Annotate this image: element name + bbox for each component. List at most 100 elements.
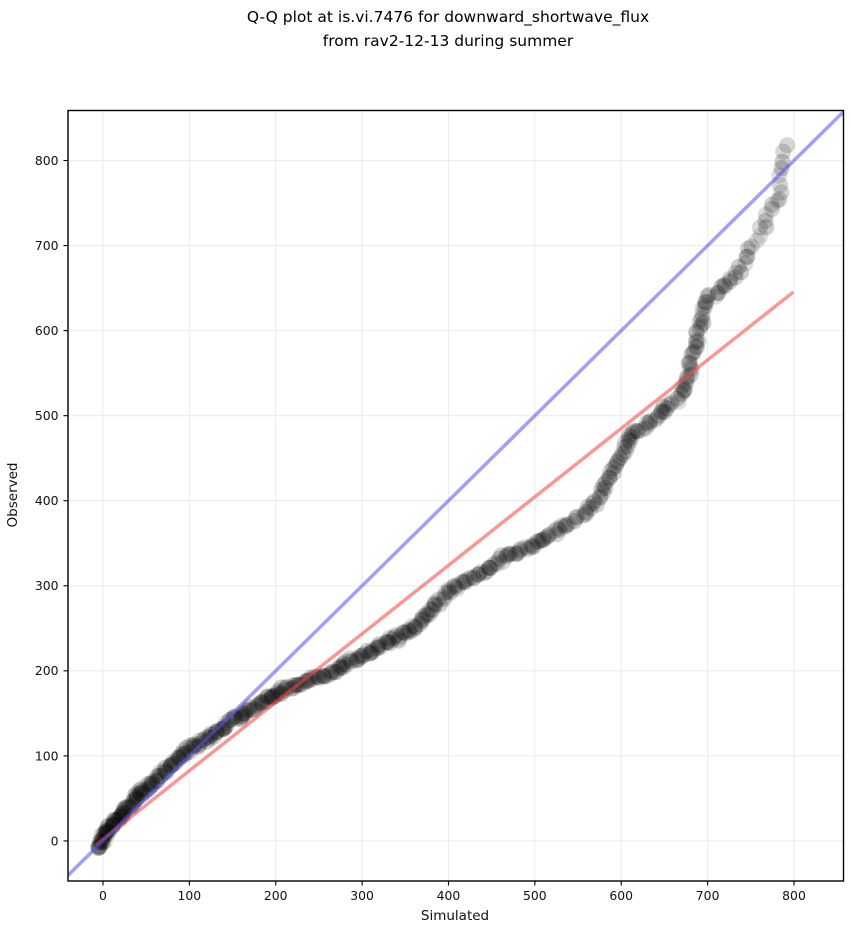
qq-point [208, 723, 225, 741]
qq-point [470, 566, 487, 583]
qq-point [698, 294, 715, 311]
qq-point [338, 656, 355, 673]
qq-point [323, 664, 340, 681]
qq-point [621, 432, 639, 450]
qq-point [673, 386, 690, 403]
qq-point [178, 739, 196, 756]
qq-point [763, 201, 781, 218]
qq-point [273, 679, 290, 696]
qq-point [727, 269, 744, 286]
qq-point [491, 550, 508, 567]
qq-point [437, 584, 454, 601]
qq-point [149, 768, 166, 785]
qq-point [126, 787, 143, 805]
qq-point [510, 544, 527, 561]
qq-point [332, 658, 349, 675]
qq-point [546, 522, 563, 540]
qq-point [417, 607, 434, 624]
qq-point [233, 707, 250, 724]
qq-point [100, 822, 117, 840]
qq-point [619, 437, 636, 455]
qq-point [482, 560, 499, 577]
qq-point [362, 644, 379, 661]
qq-point [475, 565, 493, 582]
qq-point [551, 521, 568, 538]
fit-line [95, 291, 795, 846]
qq-point [335, 655, 352, 673]
qq-point [538, 529, 556, 546]
qq-point [693, 310, 710, 327]
qq-point [498, 548, 515, 565]
qq-point [621, 427, 638, 444]
qq-point [556, 517, 574, 534]
qq-point [743, 238, 760, 255]
qq-point [414, 608, 431, 625]
qq-point [533, 532, 551, 549]
qq-point [663, 393, 680, 411]
qq-point [740, 240, 757, 257]
qq-point [511, 542, 529, 559]
qq-point [493, 547, 510, 564]
qq-point [481, 559, 498, 576]
qq-point [252, 694, 270, 711]
qq-point [358, 642, 375, 660]
qq-point [134, 782, 151, 799]
qq-point [641, 414, 658, 431]
qq-point [322, 665, 339, 682]
qq-point [454, 573, 471, 591]
qq-point [236, 706, 253, 723]
qq-point [523, 538, 540, 556]
qq-point [237, 704, 254, 722]
qq-point [245, 701, 262, 719]
qq-point [684, 345, 701, 362]
y-tick-label: 500 [35, 408, 59, 423]
qq-point [534, 532, 551, 549]
qq-point [531, 533, 548, 550]
qq-point [676, 381, 693, 398]
qq-point [507, 545, 524, 562]
qq-point [217, 715, 234, 732]
qq-point [407, 619, 424, 636]
qq-point [669, 390, 686, 407]
qq-point [378, 634, 395, 651]
qq-point [132, 785, 149, 802]
qq-point [640, 416, 657, 433]
qq-point [478, 563, 495, 580]
qq-point [579, 498, 597, 515]
qq-point [370, 639, 387, 656]
qq-point [259, 689, 276, 706]
qq-point [381, 635, 398, 652]
qq-point [400, 621, 417, 638]
qq-point [624, 425, 641, 442]
qq-point [592, 489, 609, 506]
qq-point [598, 473, 615, 490]
qq-point [388, 627, 405, 644]
qq-point [232, 711, 249, 728]
qq-point [117, 799, 134, 816]
qq-point [681, 353, 699, 370]
qq-point [401, 623, 419, 640]
qq-point [390, 632, 407, 649]
qq-point [334, 659, 351, 676]
qq-point [655, 398, 672, 415]
qq-point [607, 457, 625, 474]
qq-point [757, 212, 774, 230]
chart-title-line2: from rav2-12-13 during summer [322, 31, 574, 50]
qq-point [90, 840, 108, 857]
qq-point [351, 648, 368, 665]
qq-point [700, 286, 717, 303]
reference-lines [68, 110, 844, 878]
qq-point [472, 564, 489, 581]
qq-point [371, 637, 388, 654]
qq-point [299, 672, 316, 689]
qq-point [650, 407, 667, 424]
qq-point [713, 278, 730, 295]
qq-point [131, 782, 148, 799]
qq-point [529, 533, 546, 550]
qq-point [202, 730, 219, 747]
qq-point [715, 276, 733, 293]
qq-point [691, 320, 709, 337]
qq-point [337, 653, 354, 670]
qq-point [306, 668, 323, 685]
x-tick-label: 400 [437, 888, 461, 903]
